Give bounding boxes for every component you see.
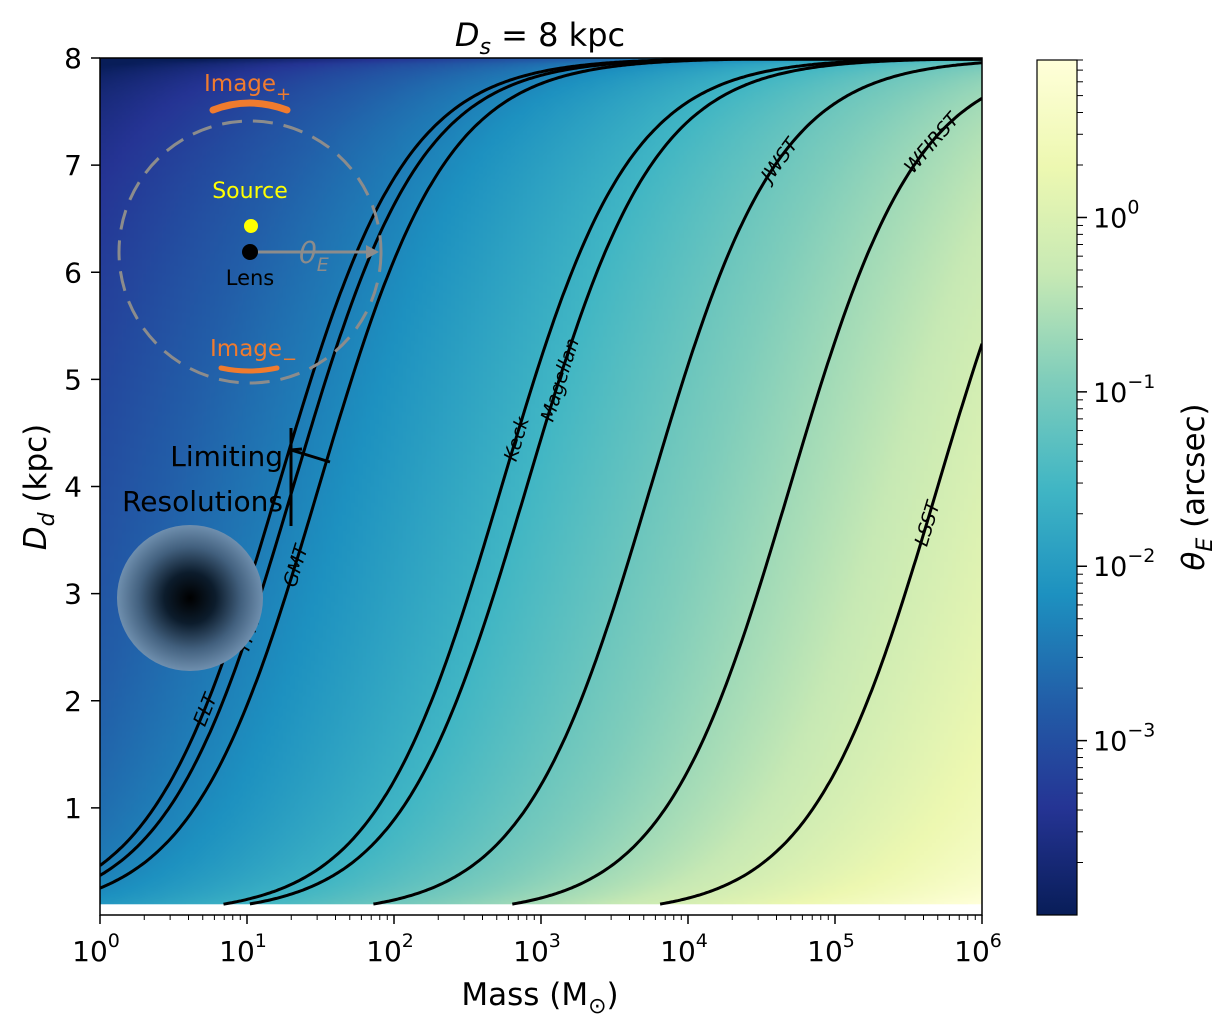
y-tick-label: 7: [64, 149, 82, 182]
bracket-pointer: [290, 448, 331, 464]
x-tick-label: 104: [660, 930, 708, 968]
y-tick-label: 4: [64, 471, 82, 504]
heatmap-image: [100, 58, 982, 905]
y-tick-label: 5: [64, 363, 82, 396]
contour-magellan: [249, 58, 982, 906]
x-tick-label: 101: [219, 930, 267, 968]
x-tick-label: 103: [513, 930, 561, 968]
colorbar-tick-label: 10−3: [1093, 720, 1155, 758]
image-plus-arc: [209, 99, 291, 114]
colorbar-tick-label: 100: [1093, 196, 1139, 234]
colorbar-tick-label: 10−2: [1093, 545, 1155, 583]
bracket-tick: [290, 447, 303, 452]
einstein-ring: [117, 119, 383, 385]
heatmap: [100, 58, 982, 905]
contour-jwst: [373, 61, 982, 906]
y-tick-label: 8: [64, 42, 82, 75]
image-minus-label: Image−: [210, 336, 297, 370]
y-axis: 1 2 3 4 5 6 7 8: [64, 42, 100, 825]
limiting-label: Limiting: [170, 440, 283, 473]
colorbar-label: θE (arcsec): [1176, 403, 1218, 570]
y-tick-label: 2: [64, 685, 82, 718]
image-minus-arc: [218, 365, 280, 374]
colorbar-ticks: 100 10−1 10−2 10−3: [1077, 59, 1155, 864]
lens-label: Lens: [226, 266, 275, 290]
y-tick-label: 1: [64, 792, 82, 825]
x-axis-label: Mass (M⊙): [461, 977, 618, 1019]
resolutions-label: Resolutions: [122, 485, 283, 518]
einstein-radius-arrowhead: [366, 245, 379, 259]
colorbar-gradient: [1036, 59, 1078, 916]
x-tick-label: 100: [72, 930, 120, 968]
contour-keck: [223, 58, 982, 906]
limiting-resolutions-annotation: Limiting Resolutions: [122, 428, 331, 526]
chart-title: Ds = 8 kpc: [455, 16, 625, 60]
source-dot: [244, 219, 258, 233]
theta-e-inset-label: θE: [299, 236, 329, 276]
contour-lsst: [659, 343, 982, 906]
source-label: Source: [212, 179, 288, 204]
y-axis-label: Dd (kpc): [18, 424, 60, 551]
x-axis: 100 101 102 103 104 105 106: [72, 915, 1002, 968]
x-tick-label: 105: [807, 930, 855, 968]
y-tick-label: 6: [64, 256, 82, 289]
contour-gmt: [100, 58, 982, 890]
y-tick-label: 3: [64, 578, 82, 611]
image-plus-label: Image+: [204, 71, 291, 105]
x-tick-label: 102: [366, 930, 414, 968]
colorbar-tick-label: 10−1: [1093, 371, 1155, 409]
lens-dot: [242, 244, 258, 260]
x-tick-label: 106: [954, 930, 1002, 968]
colorbar: 100 10−1 10−2 10−3 θE (arcsec): [1036, 59, 1218, 916]
lensing-diagram-inset: Image+ Image− Source Lens θE: [117, 71, 383, 385]
contour-wfirst: [512, 97, 982, 906]
blurred-lens-disk: [117, 525, 263, 671]
